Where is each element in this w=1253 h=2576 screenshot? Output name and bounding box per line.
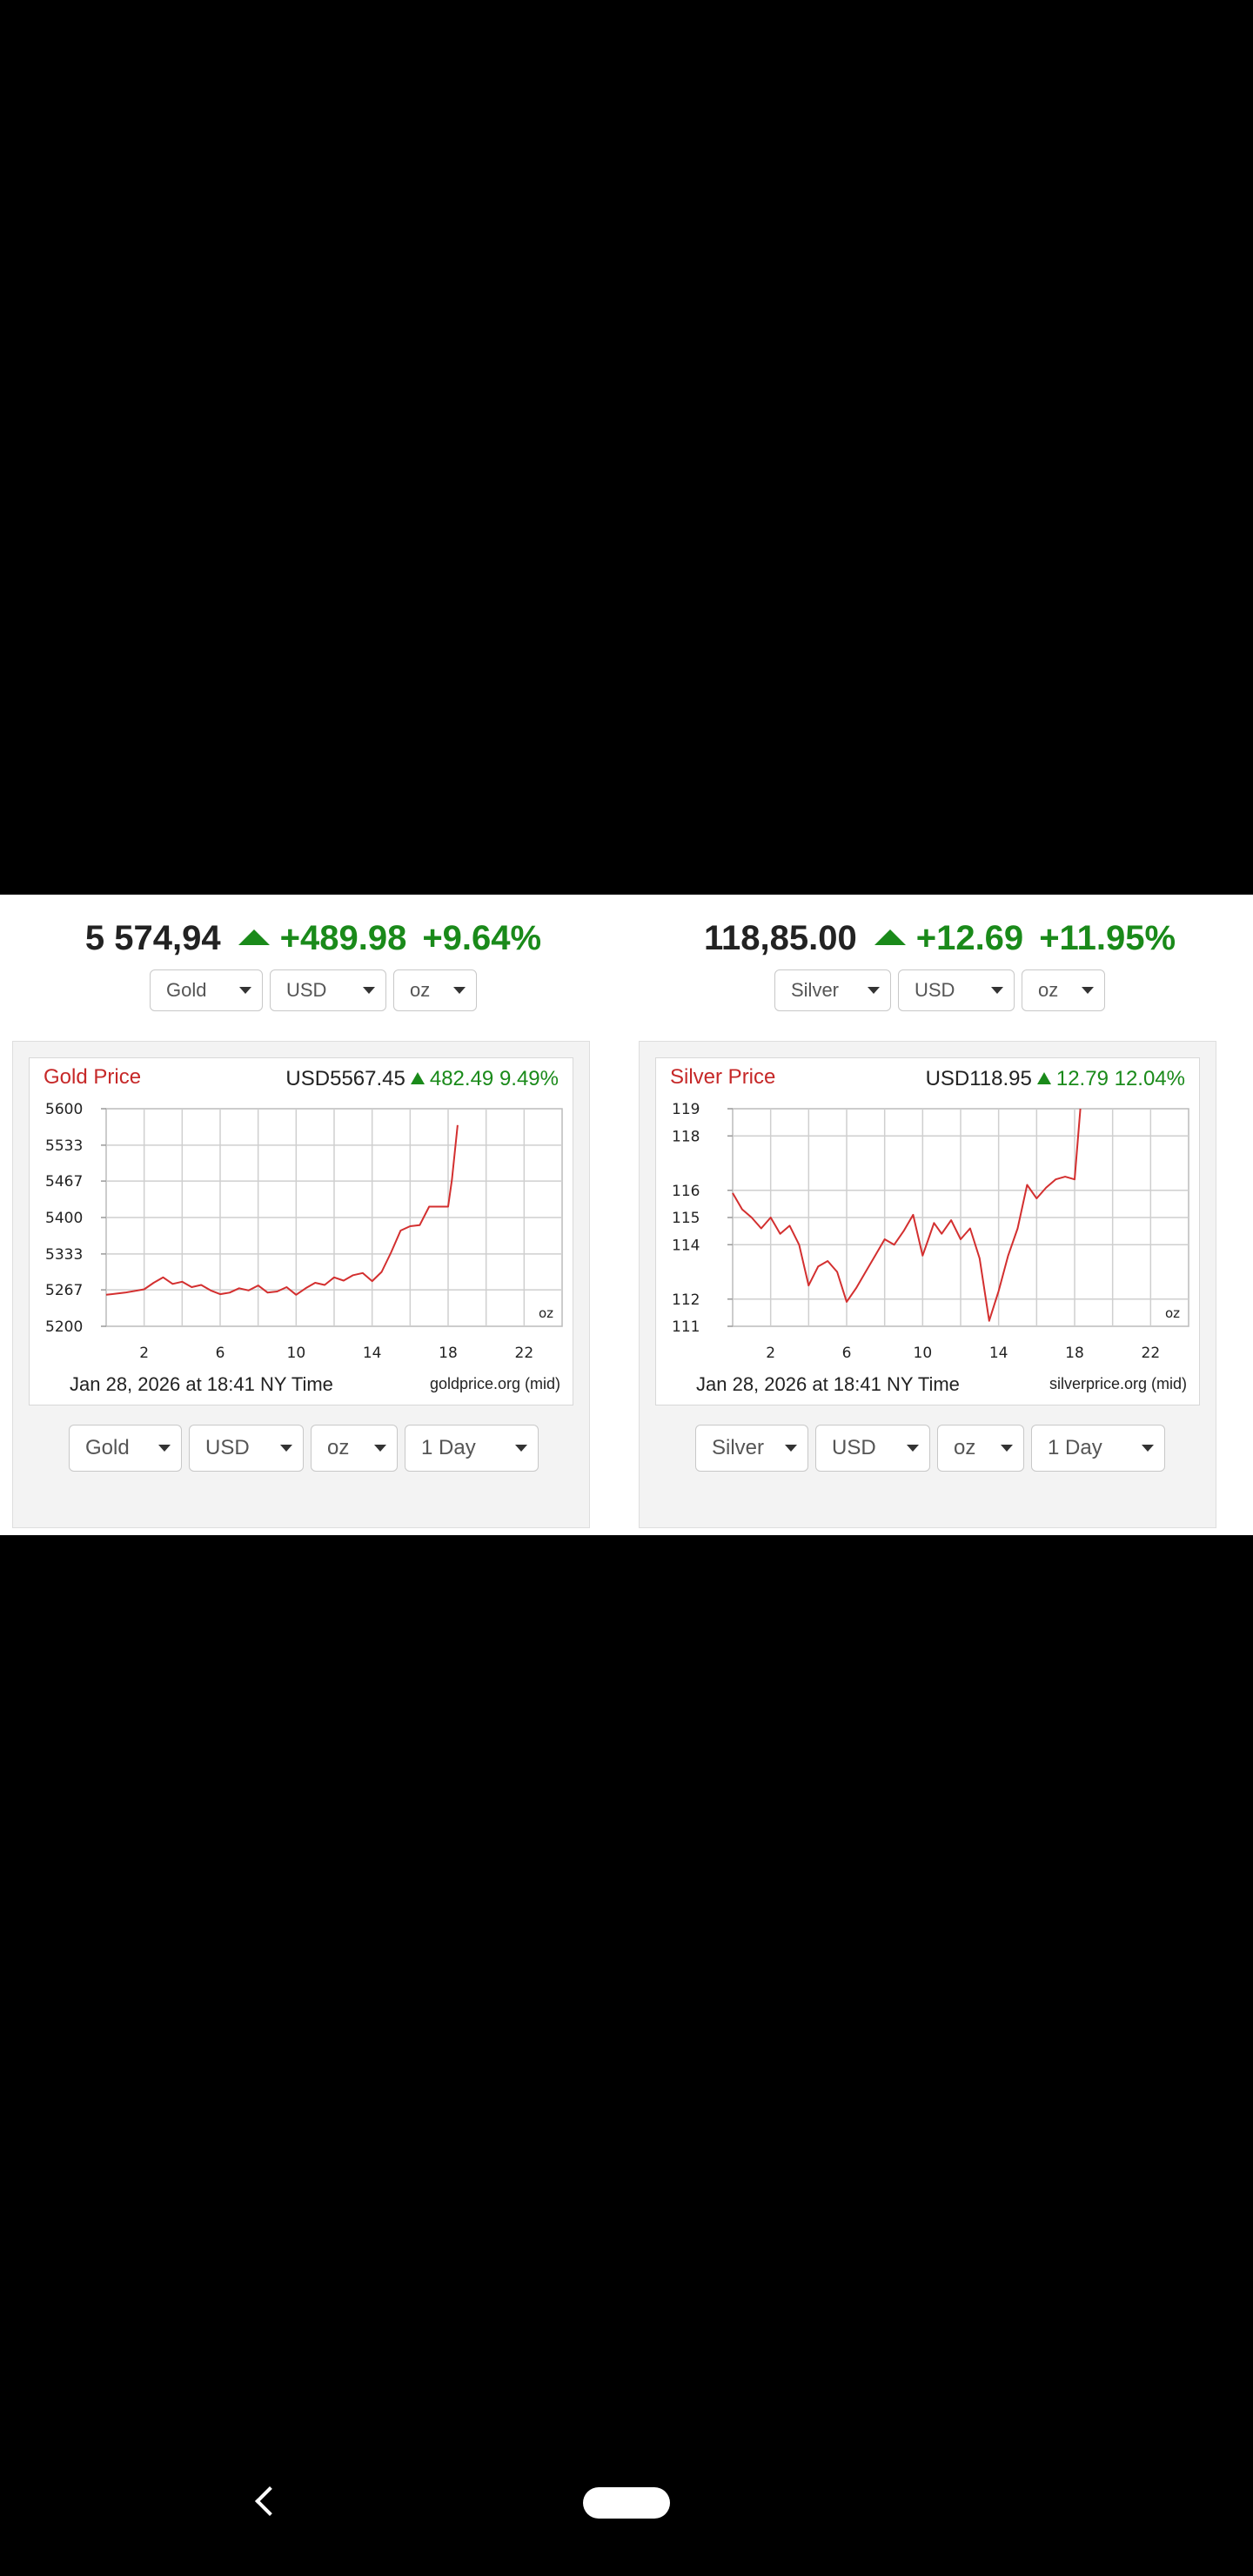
y-tick-label: 5400	[45, 1210, 83, 1227]
chevron-down-icon	[1082, 987, 1094, 994]
x-tick-label: 6	[842, 1345, 852, 1362]
gold-ticker: 5 574,94 +489.98 +9.64%	[0, 919, 626, 958]
silver-chart-card: Silver Price USD118.95 12.79 12.04% 111 11…	[639, 1041, 1216, 1528]
chevron-down-icon	[374, 1445, 386, 1452]
chevron-down-icon	[515, 1445, 527, 1452]
unit-label: oz	[1165, 1305, 1180, 1321]
chart-timestamp: Jan 28, 2026 at 18:41 NY Time	[696, 1373, 960, 1395]
chevron-down-icon	[453, 987, 466, 994]
quote-price: USD118.95	[925, 1067, 1032, 1090]
chart-source: goldprice.org (mid)	[429, 1375, 560, 1392]
chevron-down-icon	[239, 987, 251, 994]
x-tick-label: 2	[139, 1345, 149, 1362]
silver-ticker-percent: +11.95%	[1039, 919, 1176, 957]
unit-select[interactable]: oz	[393, 969, 477, 1011]
y-tick-label: 112	[672, 1291, 700, 1309]
chevron-down-icon	[991, 987, 1003, 994]
triangle-up-icon	[874, 929, 906, 946]
chevron-down-icon	[785, 1445, 797, 1452]
chevron-down-icon	[1001, 1445, 1013, 1452]
unit-label: oz	[539, 1305, 553, 1321]
x-tick-label: 22	[1142, 1345, 1161, 1362]
gold-ticker-change: +489.98	[279, 919, 407, 957]
back-icon[interactable]	[255, 2486, 285, 2516]
chart-currency-select[interactable]: USD	[189, 1425, 304, 1472]
y-tick-label: 116	[672, 1183, 700, 1200]
silver-top-selects: Silver USD oz	[626, 969, 1253, 1011]
currency-select[interactable]: USD	[898, 969, 1015, 1011]
chart-title: Gold Price	[44, 1065, 142, 1089]
silver-chart-controls: Silver USD oz 1 Day	[695, 1425, 1165, 1472]
x-tick-label: 14	[363, 1345, 382, 1362]
quote-change: 482.49	[429, 1067, 494, 1090]
chart-period-select[interactable]: 1 Day	[405, 1425, 539, 1472]
gold-chart-controls: Gold USD oz 1 Day	[69, 1425, 539, 1472]
y-tick-label: 115	[672, 1210, 700, 1227]
unit-select[interactable]: oz	[1022, 969, 1105, 1011]
x-tick-label: 10	[914, 1345, 933, 1362]
chevron-down-icon	[868, 987, 880, 994]
currency-select[interactable]: USD	[270, 969, 386, 1011]
x-tick-label: 14	[989, 1345, 1008, 1362]
gold-chart-card: Gold Price USD5567.45 482.49 9.49% 5200 52…	[12, 1041, 590, 1528]
chart-source: silverprice.org (mid)	[1049, 1375, 1187, 1392]
gold-top-selects: Gold USD oz	[0, 969, 626, 1011]
quote-percent: 12.04%	[1114, 1067, 1185, 1090]
silver-ticker-change: +12.69	[915, 919, 1024, 957]
gold-line-chart: 5200 5267 5333 5400 5467 5533 5600 2 6 10 14 18 22 oz	[45, 1102, 563, 1362]
quote-percent: 9.49%	[499, 1067, 559, 1090]
metal-select[interactable]: Silver	[774, 969, 891, 1011]
y-tick-label: 5333	[45, 1246, 83, 1264]
gold-chart-panel: Gold Price USD5567.45 482.49 9.49% 5200 52…	[29, 1057, 573, 1405]
price-series-line	[732, 1108, 1082, 1322]
quote-price: USD5567.45	[285, 1067, 405, 1090]
x-tick-label: 18	[1065, 1345, 1084, 1362]
gold-column: 5 574,94 +489.98 +9.64% Gold USD oz Gold P…	[0, 895, 626, 1535]
triangle-up-icon	[410, 1071, 425, 1084]
chart-quote: USD118.95 12.79 12.04%	[926, 1067, 1185, 1091]
gold-ticker-percent: +9.64%	[422, 919, 542, 957]
chart-currency-select[interactable]: USD	[815, 1425, 930, 1472]
chart-unit-select[interactable]: oz	[937, 1425, 1024, 1472]
silver-line-chart: 111 112 114 115 116 118 119 2 6 10 14 18 22 oz	[672, 1102, 1189, 1362]
chart-period-select[interactable]: 1 Day	[1031, 1425, 1165, 1472]
metal-select[interactable]: Gold	[150, 969, 263, 1011]
chart-metal-select[interactable]: Silver	[695, 1425, 808, 1472]
gold-ticker-price: 5 574,94	[84, 919, 221, 957]
x-tick-label: 18	[439, 1345, 458, 1362]
chart-quote: USD5567.45 482.49 9.49%	[285, 1067, 559, 1091]
triangle-up-icon	[1036, 1071, 1051, 1084]
x-tick-label: 22	[515, 1345, 534, 1362]
chart-timestamp: Jan 28, 2026 at 18:41 NY Time	[70, 1373, 333, 1395]
x-tick-label: 2	[766, 1345, 775, 1362]
y-tick-label: 5600	[45, 1102, 83, 1118]
chevron-down-icon	[907, 1445, 919, 1452]
y-tick-label: 5533	[45, 1137, 83, 1155]
y-tick-label: 111	[672, 1318, 700, 1336]
silver-chart-panel: Silver Price USD118.95 12.79 12.04% 111 11…	[655, 1057, 1200, 1405]
chevron-down-icon	[363, 987, 375, 994]
chart-unit-select[interactable]: oz	[311, 1425, 398, 1472]
quote-change: 12.79	[1055, 1067, 1109, 1090]
y-tick-label: 114	[672, 1237, 700, 1254]
y-tick-label: 118	[672, 1128, 700, 1145]
silver-ticker-price: 118,85.00	[703, 919, 857, 957]
chevron-down-icon	[280, 1445, 292, 1452]
chevron-down-icon	[158, 1445, 171, 1452]
silver-column: 118,85.00 +12.69 +11.95% Silver USD oz Sil…	[626, 895, 1253, 1535]
y-tick-label: 119	[672, 1102, 700, 1118]
y-tick-label: 5200	[45, 1318, 83, 1336]
chevron-down-icon	[1142, 1445, 1154, 1452]
x-tick-label: 10	[287, 1345, 306, 1362]
silver-ticker: 118,85.00 +12.69 +11.95%	[626, 919, 1253, 958]
triangle-up-icon	[238, 929, 270, 946]
y-tick-label: 5467	[45, 1173, 83, 1191]
chart-metal-select[interactable]: Gold	[69, 1425, 182, 1472]
home-pill-icon[interactable]	[583, 2487, 670, 2519]
price-widgets-band: 5 574,94 +489.98 +9.64% Gold USD oz Gold P…	[0, 895, 1253, 1535]
chart-title: Silver Price	[670, 1065, 776, 1089]
price-series-line	[105, 1124, 459, 1296]
x-tick-label: 6	[216, 1345, 225, 1362]
y-tick-label: 5267	[45, 1282, 83, 1299]
